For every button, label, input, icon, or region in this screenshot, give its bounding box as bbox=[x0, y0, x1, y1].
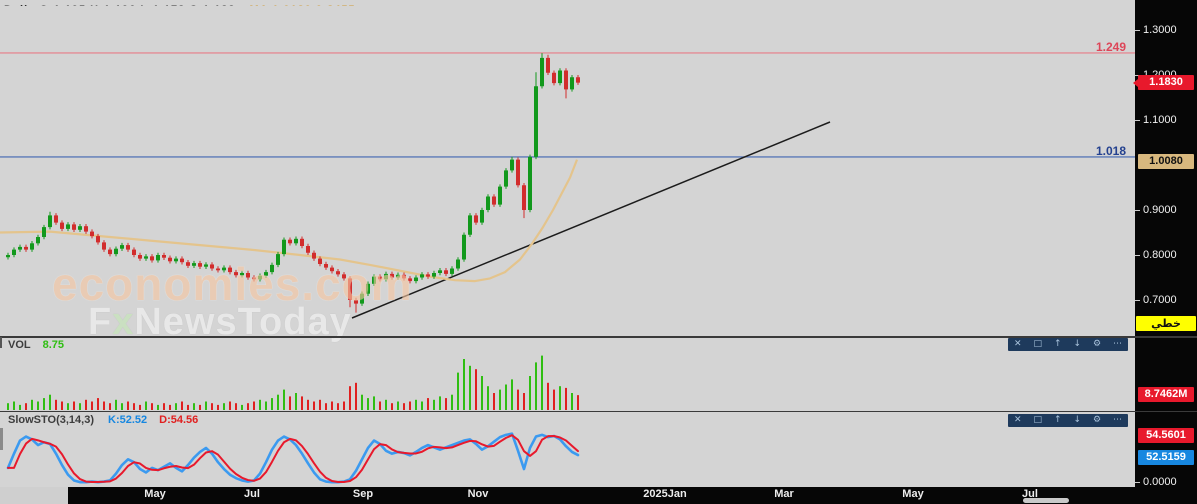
scale-mode-badge[interactable]: خطي bbox=[1136, 316, 1196, 331]
month-label: 2025Jan bbox=[643, 488, 687, 500]
month-label: Nov bbox=[467, 488, 489, 500]
sto-k-value: K:52.52 bbox=[108, 414, 148, 426]
watermark-economies: economies.com bbox=[52, 258, 413, 310]
vol-indicator-title: VOL bbox=[8, 339, 31, 351]
edge-mark bbox=[0, 428, 3, 450]
price-tick: 1.1000 bbox=[1135, 114, 1197, 127]
price-chart-canvas[interactable] bbox=[0, 0, 1135, 337]
watermark-x: x bbox=[112, 301, 135, 343]
stochastic-chart-canvas[interactable] bbox=[0, 412, 1135, 487]
sto-d-value: D:54.56 bbox=[159, 414, 199, 426]
settings-icon[interactable]: ⚙ bbox=[1092, 339, 1102, 349]
stochastic-panel-header: SlowSTO(3,14,3) K:52.52 D:54.56 bbox=[8, 414, 198, 426]
volume-value-badge: 8.7462M bbox=[1138, 387, 1194, 402]
close-icon[interactable]: ✕ bbox=[1013, 339, 1022, 349]
last-price-badge: 1.1830 bbox=[1133, 75, 1194, 91]
panel-divider bbox=[0, 336, 1197, 338]
price-tick: 0.9000 bbox=[1135, 204, 1197, 217]
more-options-icon[interactable]: ⋯ bbox=[1112, 339, 1122, 349]
month-label: Mar bbox=[774, 488, 794, 500]
ma-legend-text: MA 1.0120 0.8455 bbox=[249, 4, 355, 6]
maximize-icon[interactable]: □ bbox=[1033, 415, 1042, 425]
month-label: May bbox=[902, 488, 924, 500]
move-up-icon[interactable]: ↑ bbox=[1053, 415, 1062, 425]
edge-mark bbox=[0, 337, 2, 348]
chart-legend: Daily O:1.195 H:1.196 L:1.178 C:1.183 MA … bbox=[4, 0, 1004, 6]
maximize-icon[interactable]: □ bbox=[1033, 339, 1042, 349]
ohlc-legend-text: Daily O:1.195 H:1.196 L:1.178 C:1.183 bbox=[4, 4, 235, 6]
time-axis-corner bbox=[0, 487, 68, 504]
close-icon[interactable]: ✕ bbox=[1013, 415, 1022, 425]
month-label: Sep bbox=[352, 488, 374, 500]
month-label: Jul bbox=[1022, 488, 1038, 500]
support-price-badge: 1.0080 bbox=[1138, 153, 1194, 169]
move-up-icon[interactable]: ↑ bbox=[1053, 339, 1062, 349]
support-level-label: 1.018 bbox=[1095, 144, 1126, 158]
month-label: Jul bbox=[244, 488, 260, 500]
move-down-icon[interactable]: ↓ bbox=[1073, 415, 1081, 425]
vol-indicator-value: 8.75 bbox=[42, 339, 65, 351]
settings-icon[interactable]: ⚙ bbox=[1092, 415, 1102, 425]
vol-panel-toolbar: ✕ □ ↑ ↓ ⚙ ⋯ bbox=[1008, 338, 1128, 351]
more-options-icon[interactable]: ⋯ bbox=[1112, 415, 1122, 425]
sto-d-badge: 54.5601 bbox=[1138, 428, 1194, 443]
sto-indicator-title: SlowSTO(3,14,3) bbox=[8, 414, 94, 426]
time-axis[interactable]: May Jul Sep Nov 2025Jan Mar May Jul bbox=[0, 487, 1197, 504]
price-tick: 0.8000 bbox=[1135, 249, 1197, 262]
volume-chart-canvas[interactable] bbox=[0, 337, 1135, 412]
price-tick: 0.7000 bbox=[1135, 294, 1197, 307]
volume-panel-header: VOL 8.75 bbox=[8, 339, 64, 351]
scrollbar-thumb[interactable] bbox=[1023, 498, 1069, 503]
panel-divider bbox=[0, 411, 1197, 412]
sto-zero-tick: 0.0000 bbox=[1135, 476, 1197, 489]
watermark-f: F bbox=[88, 301, 113, 343]
price-tick: 1.3000 bbox=[1135, 24, 1197, 37]
sto-k-badge: 52.5159 bbox=[1138, 450, 1194, 465]
resistance-level-label: 1.249 bbox=[1095, 40, 1126, 54]
move-down-icon[interactable]: ↓ bbox=[1073, 339, 1081, 349]
sto-panel-toolbar: ✕ □ ↑ ↓ ⚙ ⋯ bbox=[1008, 414, 1128, 427]
month-label: May bbox=[144, 488, 166, 500]
